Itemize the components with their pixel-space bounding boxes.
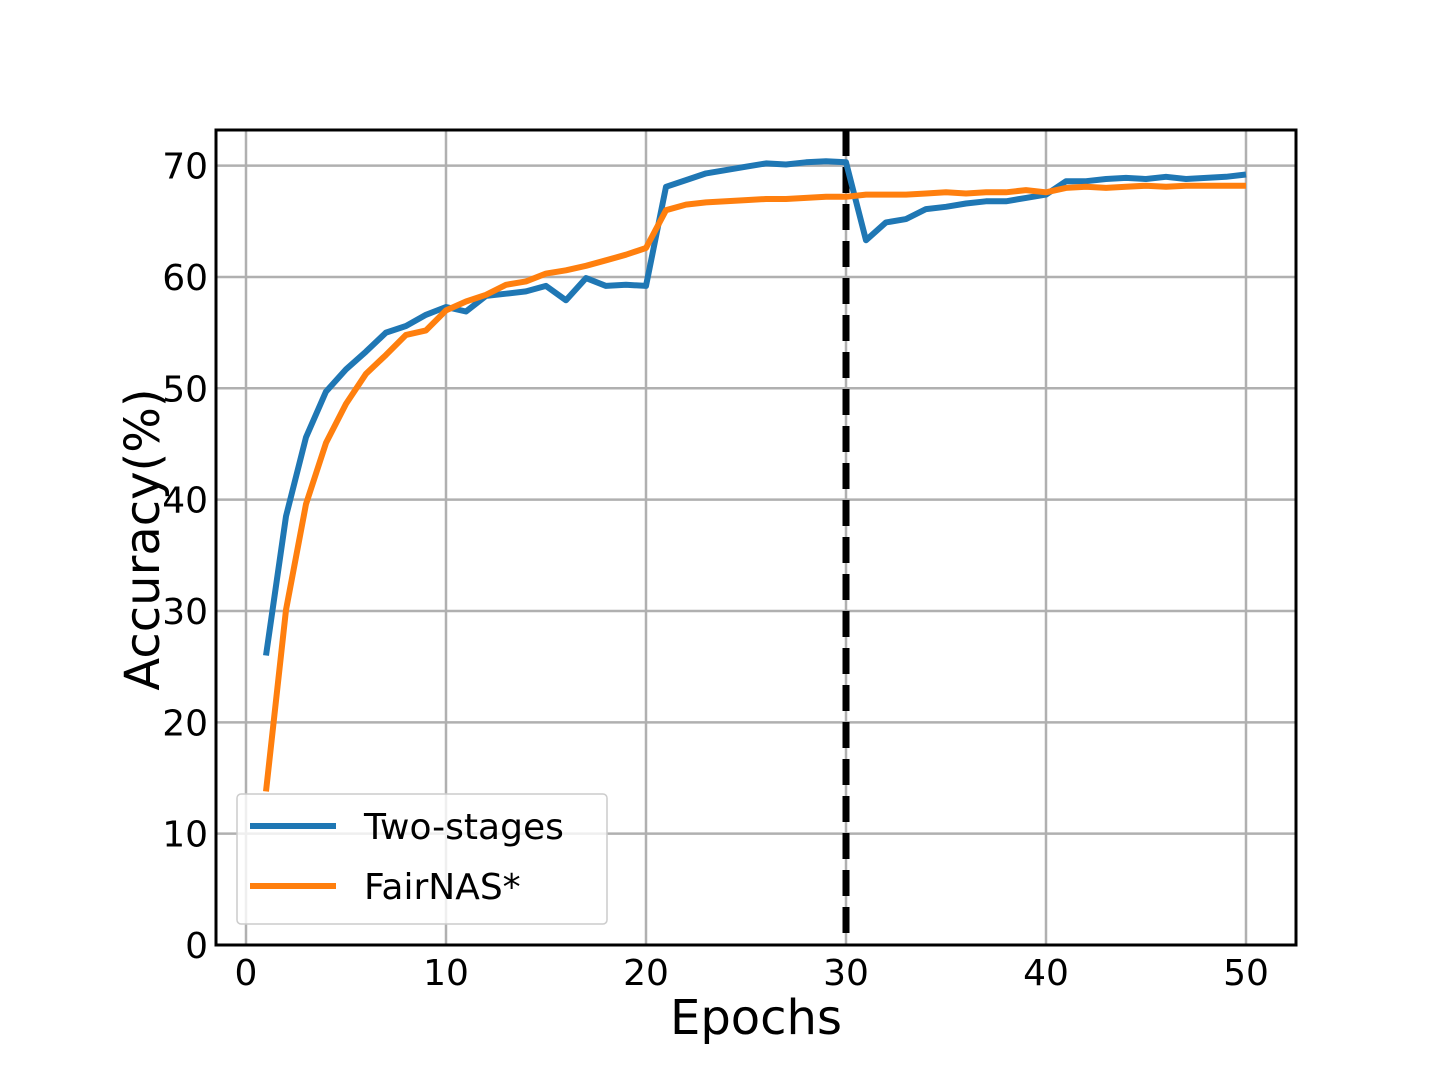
y-tick-label: 0 xyxy=(185,926,208,967)
y-tick-label: 40 xyxy=(162,481,208,522)
x-tick-label: 50 xyxy=(1223,953,1269,994)
x-tick-label: 40 xyxy=(1023,953,1069,994)
y-tick-label: 60 xyxy=(162,258,208,299)
series-line-1 xyxy=(263,182,1246,792)
series-line-0 xyxy=(263,158,1247,656)
plot-area-frame xyxy=(214,128,1298,947)
legend-label-fairnas: FairNAS* xyxy=(364,867,521,908)
y-axis-label: Accuracy(%) xyxy=(115,388,171,690)
legend-label-two-stages: Two-stages xyxy=(363,807,564,848)
y-tick-label: 70 xyxy=(162,147,208,188)
axis-ticks: 0 10 20 30 40 50 0 10 20 30 40 50 60 70 xyxy=(162,147,1269,994)
x-tick-label: 10 xyxy=(423,953,469,994)
x-tick-label: 30 xyxy=(823,953,869,994)
y-tick-label: 10 xyxy=(162,815,208,856)
x-tick-label: 20 xyxy=(623,953,669,994)
series-lines xyxy=(263,158,1247,792)
legend: Two-stages FairNAS* xyxy=(236,793,608,925)
y-tick-label: 30 xyxy=(162,592,208,633)
x-axis-label: Epochs xyxy=(670,990,842,1046)
y-tick-label: 50 xyxy=(162,369,208,410)
y-tick-label: 20 xyxy=(162,703,208,744)
x-tick-label: 0 xyxy=(235,953,258,994)
